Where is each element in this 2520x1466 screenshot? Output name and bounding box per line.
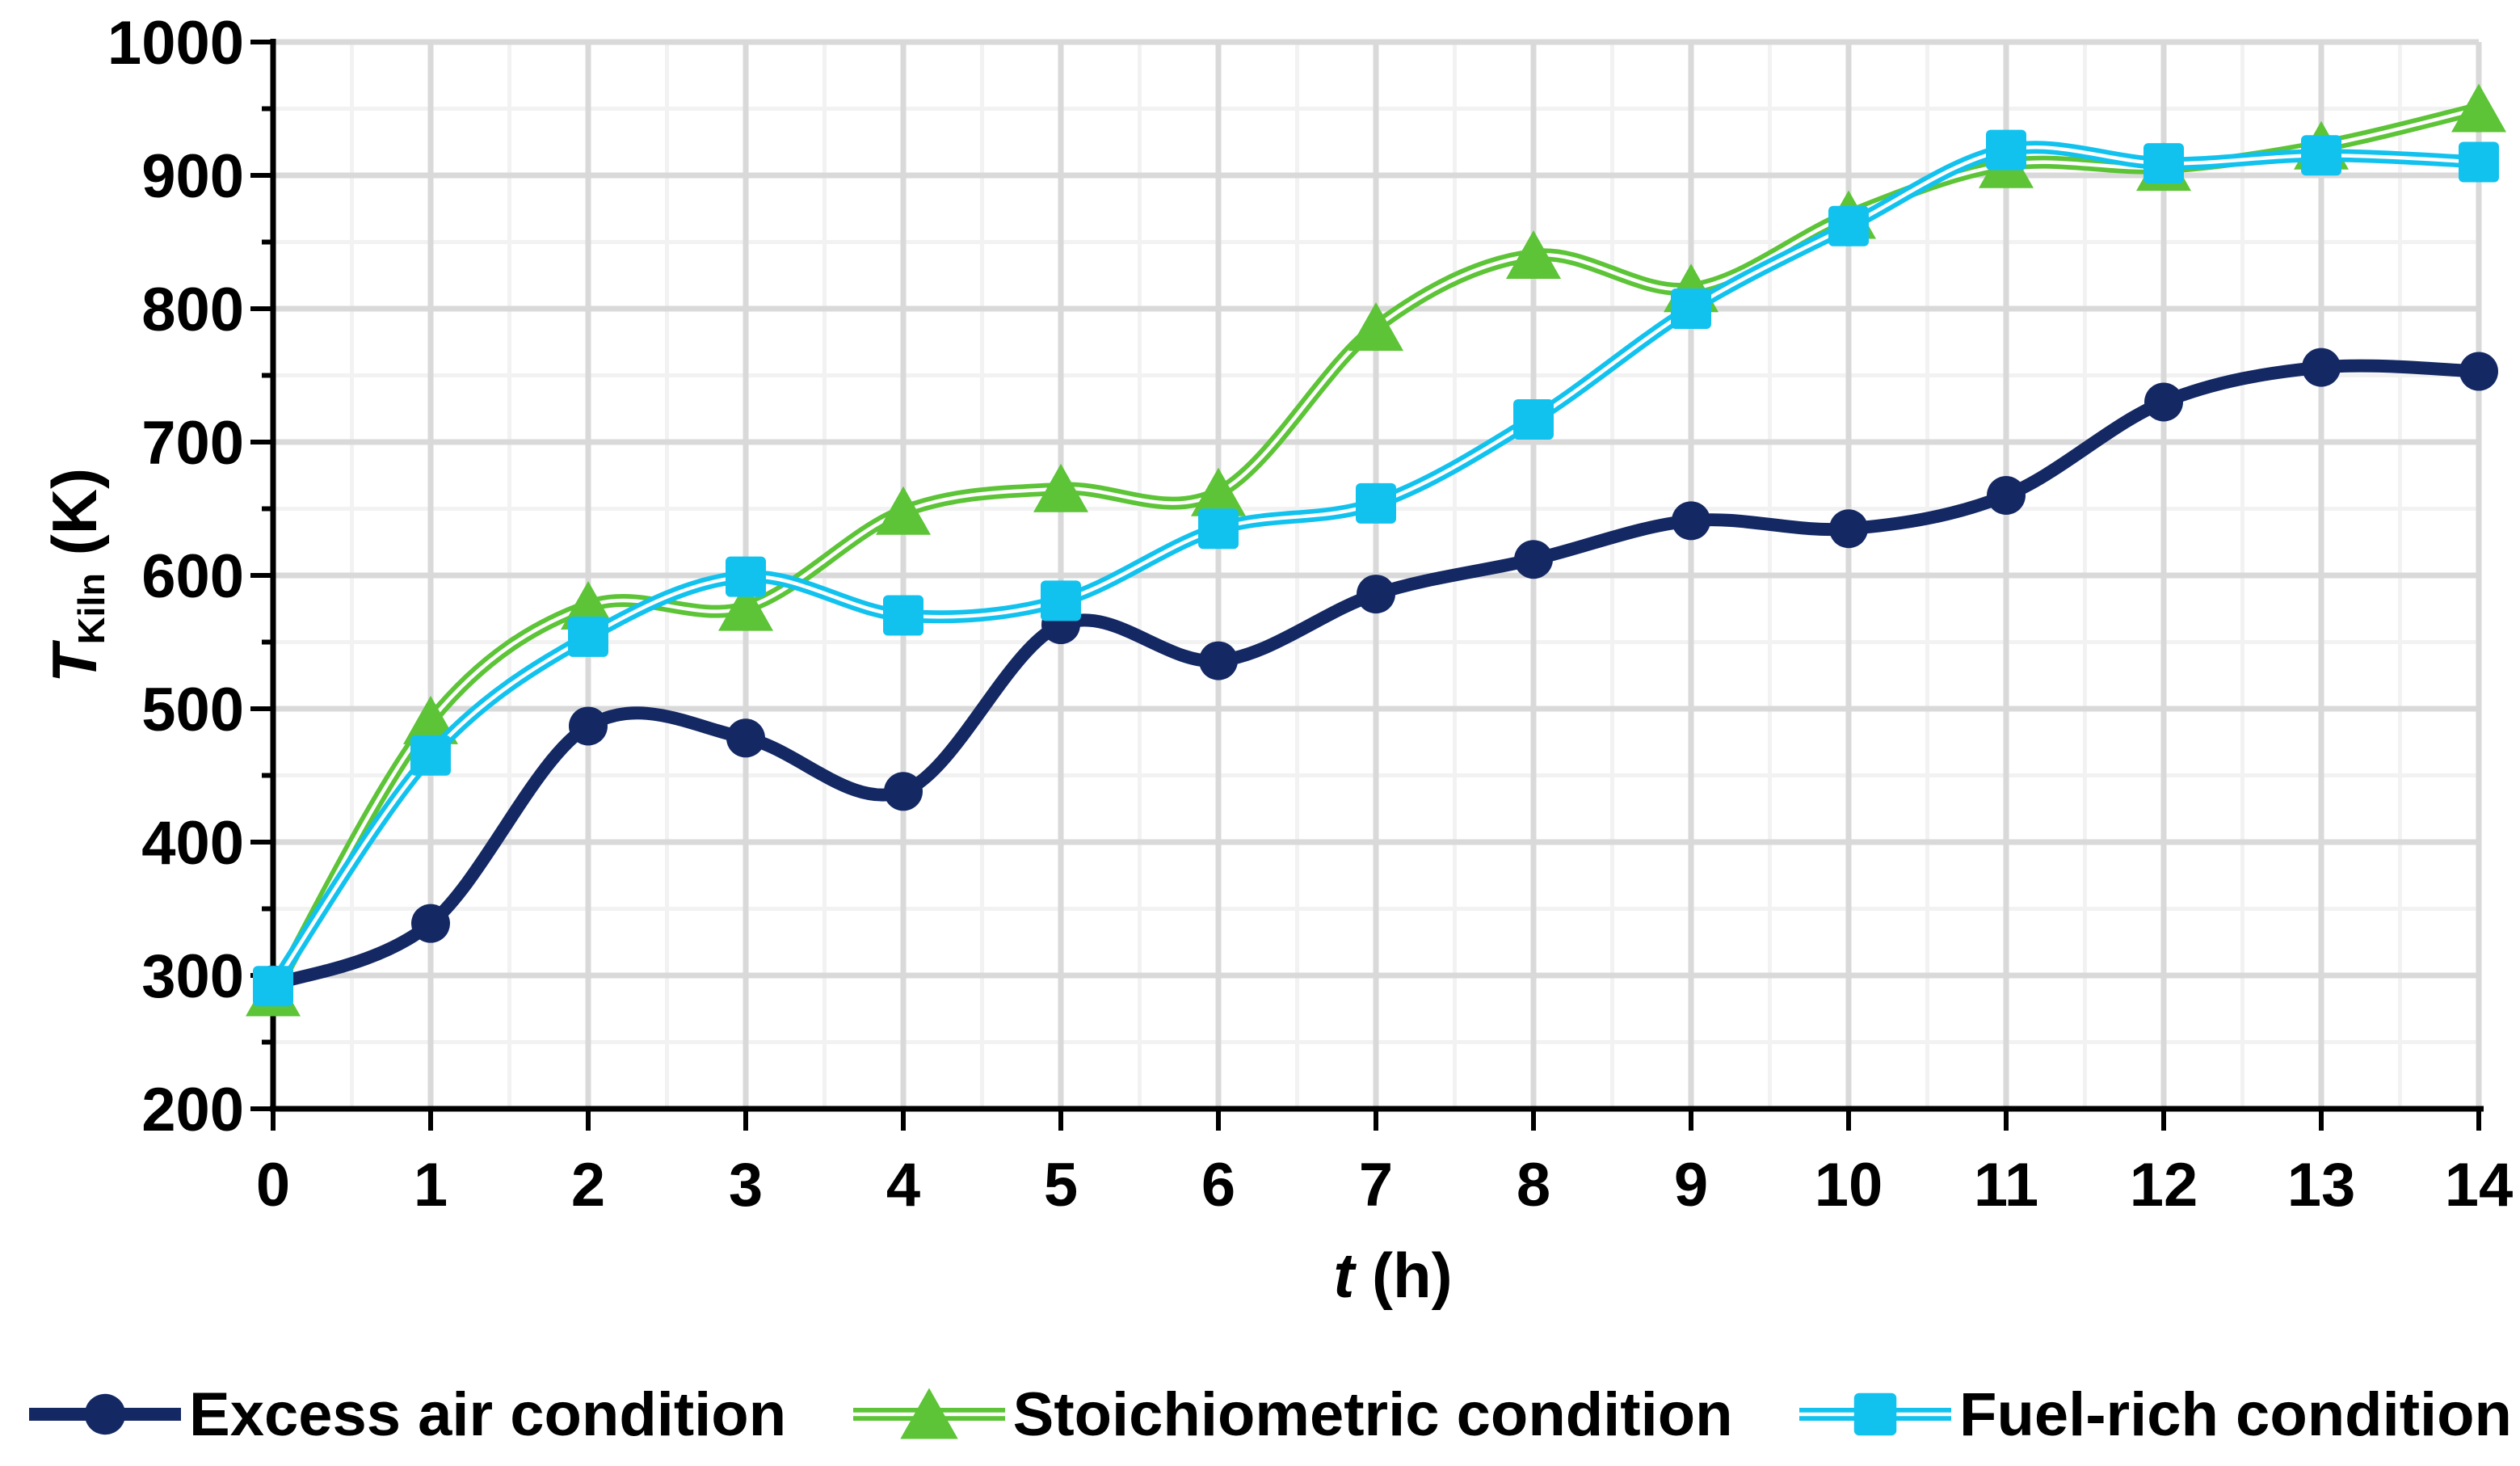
- x-tick-label: 6: [1201, 1151, 1235, 1220]
- y-axis-title: TKiln (K): [26, 244, 123, 907]
- axes: [250, 39, 2484, 1131]
- legend-key: [1799, 1392, 1952, 1436]
- triangle-marker: [899, 1388, 958, 1439]
- x-tick-label: 4: [886, 1151, 920, 1220]
- triangle-marker: [1191, 467, 1246, 516]
- x-tick-label: 5: [1044, 1151, 1078, 1220]
- circle-marker: [1199, 641, 1238, 680]
- legend-label: Excess air condition: [189, 1380, 787, 1449]
- square-marker: [2459, 141, 2499, 183]
- legend-item-excess-air-condition: Excess air condition: [24, 1375, 786, 1453]
- legend-item-stoichiometric-condition: Stoichiometric condition: [848, 1375, 1733, 1453]
- triangle-marker: [718, 582, 773, 631]
- square-marker: [726, 556, 766, 597]
- y-tick-label: 300: [141, 942, 244, 1011]
- triangle-marker: [1033, 463, 1088, 512]
- x-tick-label: 8: [1517, 1151, 1550, 1220]
- y-tick-label: 600: [141, 542, 244, 611]
- legend-marker-circle: [29, 1393, 181, 1435]
- triangle-marker: [1506, 230, 1561, 279]
- y-axis-symbol: T: [39, 644, 110, 683]
- y-tick-label: 800: [141, 276, 244, 344]
- x-tick-label: 9: [1674, 1151, 1708, 1220]
- legend-item-fuel-rich-condition: Fuel-rich condition: [1794, 1375, 2512, 1453]
- series-line: [267, 359, 2485, 992]
- x-axis-unit: (h): [1372, 1240, 1453, 1311]
- circle-marker: [2302, 348, 2341, 387]
- x-tick-label: 14: [2445, 1151, 2514, 1220]
- x-axis-title: t (h): [1134, 1235, 1651, 1316]
- y-axis-unit: (K): [39, 468, 110, 556]
- triangle-marker: [1348, 302, 1403, 352]
- y-tick-label: 200: [141, 1076, 244, 1144]
- y-tick-label: 900: [141, 142, 244, 211]
- circle-marker: [1987, 476, 2026, 515]
- x-axis-symbol: t: [1333, 1240, 1355, 1311]
- circle-marker: [884, 772, 923, 811]
- x-tick-label: 12: [2130, 1151, 2198, 1220]
- square-marker: [1986, 129, 2026, 171]
- y-tick-label: 1000: [107, 9, 244, 78]
- circle-marker: [569, 706, 608, 746]
- circle-marker: [1357, 575, 1395, 614]
- circle-marker: [2144, 382, 2183, 422]
- square-marker: [410, 735, 451, 776]
- x-tick-label: 13: [2287, 1151, 2356, 1220]
- x-tick-label: 3: [729, 1151, 763, 1220]
- circle-marker: [411, 904, 450, 943]
- circle-marker: [726, 718, 765, 758]
- circle-marker: [1514, 540, 1553, 579]
- x-tick-label: 10: [1815, 1151, 1883, 1220]
- square-marker: [2143, 143, 2184, 184]
- series-fuel-rich-condition: [253, 129, 2499, 1007]
- x-tick-label: 11: [1974, 1151, 2038, 1220]
- legend-marker-square: [1799, 1392, 1952, 1436]
- square-marker: [568, 616, 608, 657]
- square-marker: [883, 595, 923, 636]
- circle-marker: [84, 1393, 126, 1435]
- y-tick-label: 700: [141, 409, 244, 478]
- tick-labels: 0 1 2 3 4 5 6 7 8 9 10 11 12 13 1420030040050060070080…: [107, 9, 2513, 1220]
- circle-marker: [1829, 509, 1868, 549]
- legend-label: Fuel-rich condition: [1959, 1380, 2512, 1449]
- square-marker: [1828, 205, 1869, 246]
- x-tick-label: 7: [1359, 1151, 1393, 1220]
- triangle-marker: [2451, 83, 2506, 133]
- circle-marker: [2459, 352, 2498, 391]
- square-marker: [1198, 508, 1239, 550]
- square-marker: [1041, 580, 1081, 621]
- circle-marker: [1672, 501, 1710, 541]
- x-tick-label: 0: [256, 1151, 290, 1220]
- legend-marker-triangle: [852, 1388, 1005, 1439]
- y-axis-subscript: Kiln: [70, 572, 113, 645]
- x-tick-label: 2: [571, 1151, 605, 1220]
- legend-label: Stoichiometric condition: [1012, 1380, 1733, 1449]
- legend: Excess air condition Stoichiometric condi…: [24, 1366, 2512, 1463]
- legend-key: [29, 1393, 181, 1435]
- square-marker: [1356, 482, 1396, 524]
- legend-key: [852, 1388, 1005, 1439]
- triangle-marker: [876, 486, 931, 535]
- square-marker: [1513, 398, 1554, 440]
- y-tick-label: 400: [141, 809, 244, 878]
- y-tick-label: 500: [141, 676, 244, 744]
- square-marker: [2301, 135, 2341, 176]
- square-marker: [253, 966, 293, 1007]
- square-marker: [1671, 289, 1711, 329]
- x-tick-label: 1: [414, 1151, 448, 1220]
- square-marker: [1853, 1392, 1897, 1436]
